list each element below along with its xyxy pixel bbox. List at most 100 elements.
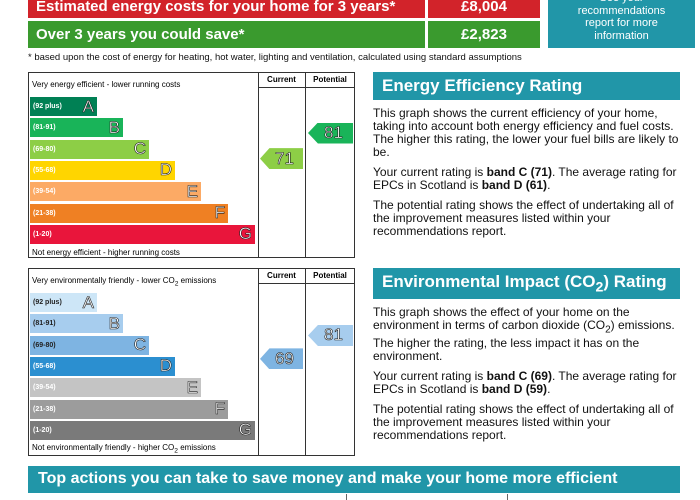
report-note-text: See your recommendations report for more… <box>577 0 666 42</box>
current-header: Current <box>267 75 296 84</box>
band-bar: (1-20) G <box>30 224 255 244</box>
chart-bottom-label: Not environmentally friendly - higher CO… <box>32 443 216 455</box>
subscript: 2 <box>605 324 611 336</box>
report-note: See your recommendations report for more… <box>548 0 695 48</box>
chart-bottom-label: Not energy efficient - higher running co… <box>32 248 180 257</box>
cost-amount: £8,004 <box>461 0 507 15</box>
paragraph: Your current rating is band C (71). The … <box>373 166 680 192</box>
text: Very energy efficient - lower running co… <box>32 80 181 89</box>
table-divider <box>346 494 347 500</box>
saving-amount: £2,823 <box>461 26 507 43</box>
panel-title: Energy Efficiency Rating <box>373 72 680 100</box>
band-letter: D <box>159 160 172 180</box>
band-range: (39-54) <box>33 384 56 392</box>
band-letter: C <box>133 139 146 159</box>
band-bar: (39-54) E <box>30 377 201 398</box>
cost-row: Estimated energy costs for your home for… <box>28 0 425 18</box>
text: emissions <box>177 443 216 453</box>
text: The potential rating shows the effect of… <box>373 198 674 238</box>
band-bar: (92 plus) A <box>30 292 97 312</box>
text: Not energy efficient - higher running co… <box>32 248 180 257</box>
bold-text: band C (71) <box>486 165 552 179</box>
potential-header: Potential <box>313 271 347 280</box>
chart-top-label: Very energy efficient - lower running co… <box>32 80 180 89</box>
band-letter: F <box>214 399 225 419</box>
band-range: (69-80) <box>33 341 56 349</box>
band-range: (81-91) <box>33 320 56 328</box>
footnote: * based upon the cost of energy for heat… <box>28 52 522 63</box>
panel-title: Environmental Impact (CO2) Rating <box>373 268 680 300</box>
text: Environmental Impact (CO <box>382 272 596 291</box>
band-letter: G <box>238 420 252 440</box>
band-range: (69-80) <box>33 145 56 153</box>
panel-body: This graph shows the current efficiency … <box>373 107 680 238</box>
text: . The average rating for EPCs in Scotlan… <box>373 368 677 396</box>
saving-row: Over 3 years you could save* <box>28 21 425 48</box>
band-range: (92 plus) <box>33 299 62 306</box>
band-bar: (55-68) D <box>30 356 175 376</box>
band-letter: A <box>82 96 94 116</box>
band-range: (92 plus) <box>33 103 62 110</box>
band-bar: (92 plus) A <box>30 96 97 116</box>
band-bar: (39-54) E <box>30 181 201 202</box>
band-bar: (81-91) B <box>30 313 123 334</box>
text: The potential rating shows the effect of… <box>373 401 674 442</box>
saving-value: £2,823 <box>428 21 540 48</box>
band-letter: A <box>82 292 94 312</box>
band-bar: (69-80) C <box>30 139 149 159</box>
text: Your current rating is <box>373 165 487 179</box>
column-line <box>305 269 306 455</box>
panel-body: This graph shows the effect of your home… <box>373 306 680 441</box>
actions-title: Top actions you can take to save money a… <box>38 470 618 487</box>
band-letter: B <box>108 117 120 137</box>
potential-arrow: 81 <box>308 324 353 346</box>
band-range: (21-38) <box>33 405 56 413</box>
cost-label: Estimated energy costs for your home for… <box>36 0 396 15</box>
subscript: 2 <box>174 280 179 288</box>
band-range: (55-68) <box>33 362 56 370</box>
subscript: 2 <box>174 448 178 455</box>
bold-text: band D (59) <box>481 381 548 396</box>
text: . <box>547 178 551 192</box>
environment-chart: Very environmentally friendly - lower CO… <box>28 268 355 456</box>
band-range: (81-91) <box>33 124 56 132</box>
band-bar: (21-38) F <box>30 399 228 419</box>
band-bar: (81-91) B <box>30 117 123 138</box>
column-line <box>258 269 259 455</box>
band-range: (1-20) <box>33 426 52 434</box>
column-line <box>305 73 306 257</box>
band-letter: B <box>108 313 120 333</box>
paragraph: Your current rating is band C (69). The … <box>373 368 680 396</box>
energy-chart: Very energy efficient - lower running co… <box>28 72 355 258</box>
band-letter: G <box>238 224 252 244</box>
actions-banner: Top actions you can take to save money a… <box>28 466 680 493</box>
paragraph: This graph shows the current efficiency … <box>373 107 680 159</box>
cost-value: £8,004 <box>428 0 540 18</box>
band-letter: F <box>214 203 225 223</box>
band-range: (55-68) <box>33 166 56 174</box>
energy-panel: Energy Efficiency Rating This graph shows… <box>373 72 680 245</box>
bold-text: band D (61) <box>481 178 548 192</box>
environment-panel: Environmental Impact (CO2) Rating This gr… <box>373 268 680 449</box>
text: Very environmentally friendly - lower CO <box>32 276 175 285</box>
current-arrow: 69 <box>260 348 303 370</box>
header-line <box>258 283 355 284</box>
text: . The average rating for EPCs in Scotlan… <box>373 165 677 192</box>
potential-header: Potential <box>313 75 347 84</box>
table-divider <box>507 494 508 500</box>
band-bar: (1-20) G <box>30 420 255 440</box>
band-letter: C <box>133 335 146 355</box>
saving-label: Over 3 years you could save* <box>36 26 245 43</box>
band-range: (1-20) <box>33 230 52 238</box>
band-bar: (69-80) C <box>30 335 149 355</box>
chart-top-label: Very environmentally friendly - lower CO… <box>32 276 216 288</box>
text: Energy Efficiency Rating <box>382 76 583 95</box>
text: Your current rating is <box>373 368 487 383</box>
text: emissions <box>178 276 217 285</box>
header-line <box>258 87 355 88</box>
band-range: (21-38) <box>33 209 56 217</box>
text: Not environmentally friendly - higher CO <box>32 443 175 453</box>
text: . <box>547 381 551 396</box>
band-letter: D <box>159 356 172 376</box>
